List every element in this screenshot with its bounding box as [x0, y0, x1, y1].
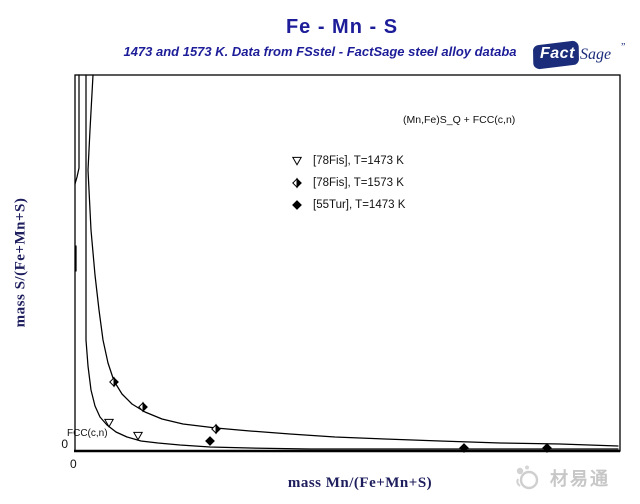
- legend: [78Fis], T=1473 K [78Fis], T=1573 K [55T…: [290, 153, 405, 212]
- legend-label: [78Fis], T=1573 K: [313, 176, 404, 189]
- factsage-logo-trademark: ”: [621, 42, 626, 53]
- legend-marker-triangle-down-icon: [291, 156, 303, 166]
- chart-title: Fe - Mn - S: [285, 16, 399, 38]
- x-axis-label: mass Mn/(Fe+Mn+S): [287, 475, 433, 491]
- factsage-logo-sage-text: Sage: [580, 46, 612, 63]
- chart-subtitle: 1473 and 1573 K. Data from FSstel - Fact…: [123, 44, 517, 59]
- legend-label: [55Tur], T=1473 K: [313, 198, 406, 211]
- legend-marker-half-diamond-icon: [292, 177, 302, 188]
- phase-region-annotation: (Mn,Fe)S_Q + FCC(c,n): [403, 114, 516, 126]
- legend-row: [78Fis], T=1573 K: [290, 175, 405, 190]
- y-axis-label: mass S/(Fe+Mn+S): [12, 197, 29, 327]
- watermark-text: 材易通: [550, 469, 610, 489]
- legend-row: [78Fis], T=1473 K: [290, 153, 405, 168]
- x-axis-origin-tick-label: 0: [70, 457, 77, 471]
- y-axis-origin-tick-label: 0: [61, 437, 68, 451]
- legend-marker-filled-diamond-icon: [292, 199, 302, 210]
- watermark-logo-icon: [516, 465, 539, 490]
- legend-label: [78Fis], T=1473 K: [313, 154, 404, 167]
- factsage-logo: Fact Sage ”: [532, 40, 637, 74]
- factsage-logo-fact-text: Fact: [540, 45, 575, 62]
- legend-row: [55Tur], T=1473 K: [290, 197, 405, 212]
- fcc-phase-annotation: FCC(c,n): [67, 428, 108, 439]
- watermark: 材易通: [512, 460, 632, 496]
